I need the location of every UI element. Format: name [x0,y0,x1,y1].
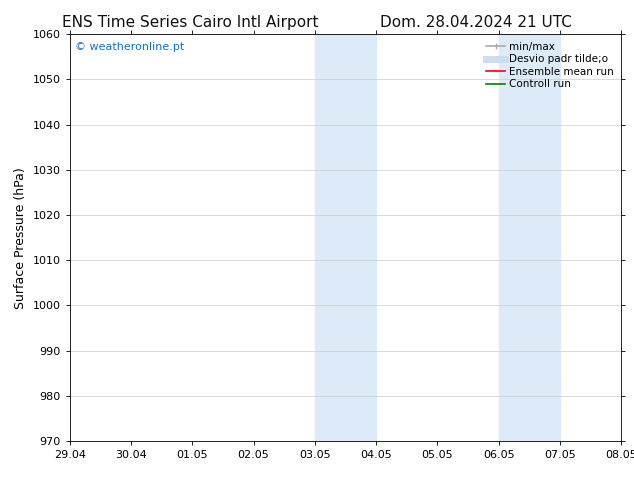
Text: Dom. 28.04.2024 21 UTC: Dom. 28.04.2024 21 UTC [380,15,571,30]
Y-axis label: Surface Pressure (hPa): Surface Pressure (hPa) [14,167,27,309]
Bar [499,34,560,441]
Text: © weatheronline.pt: © weatheronline.pt [75,43,184,52]
Text: ENS Time Series Cairo Intl Airport: ENS Time Series Cairo Intl Airport [62,15,318,30]
Bar [315,34,376,441]
Legend: min/max, Desvio padr tilde;o, Ensemble mean run, Controll run: min/max, Desvio padr tilde;o, Ensemble m… [482,37,618,94]
